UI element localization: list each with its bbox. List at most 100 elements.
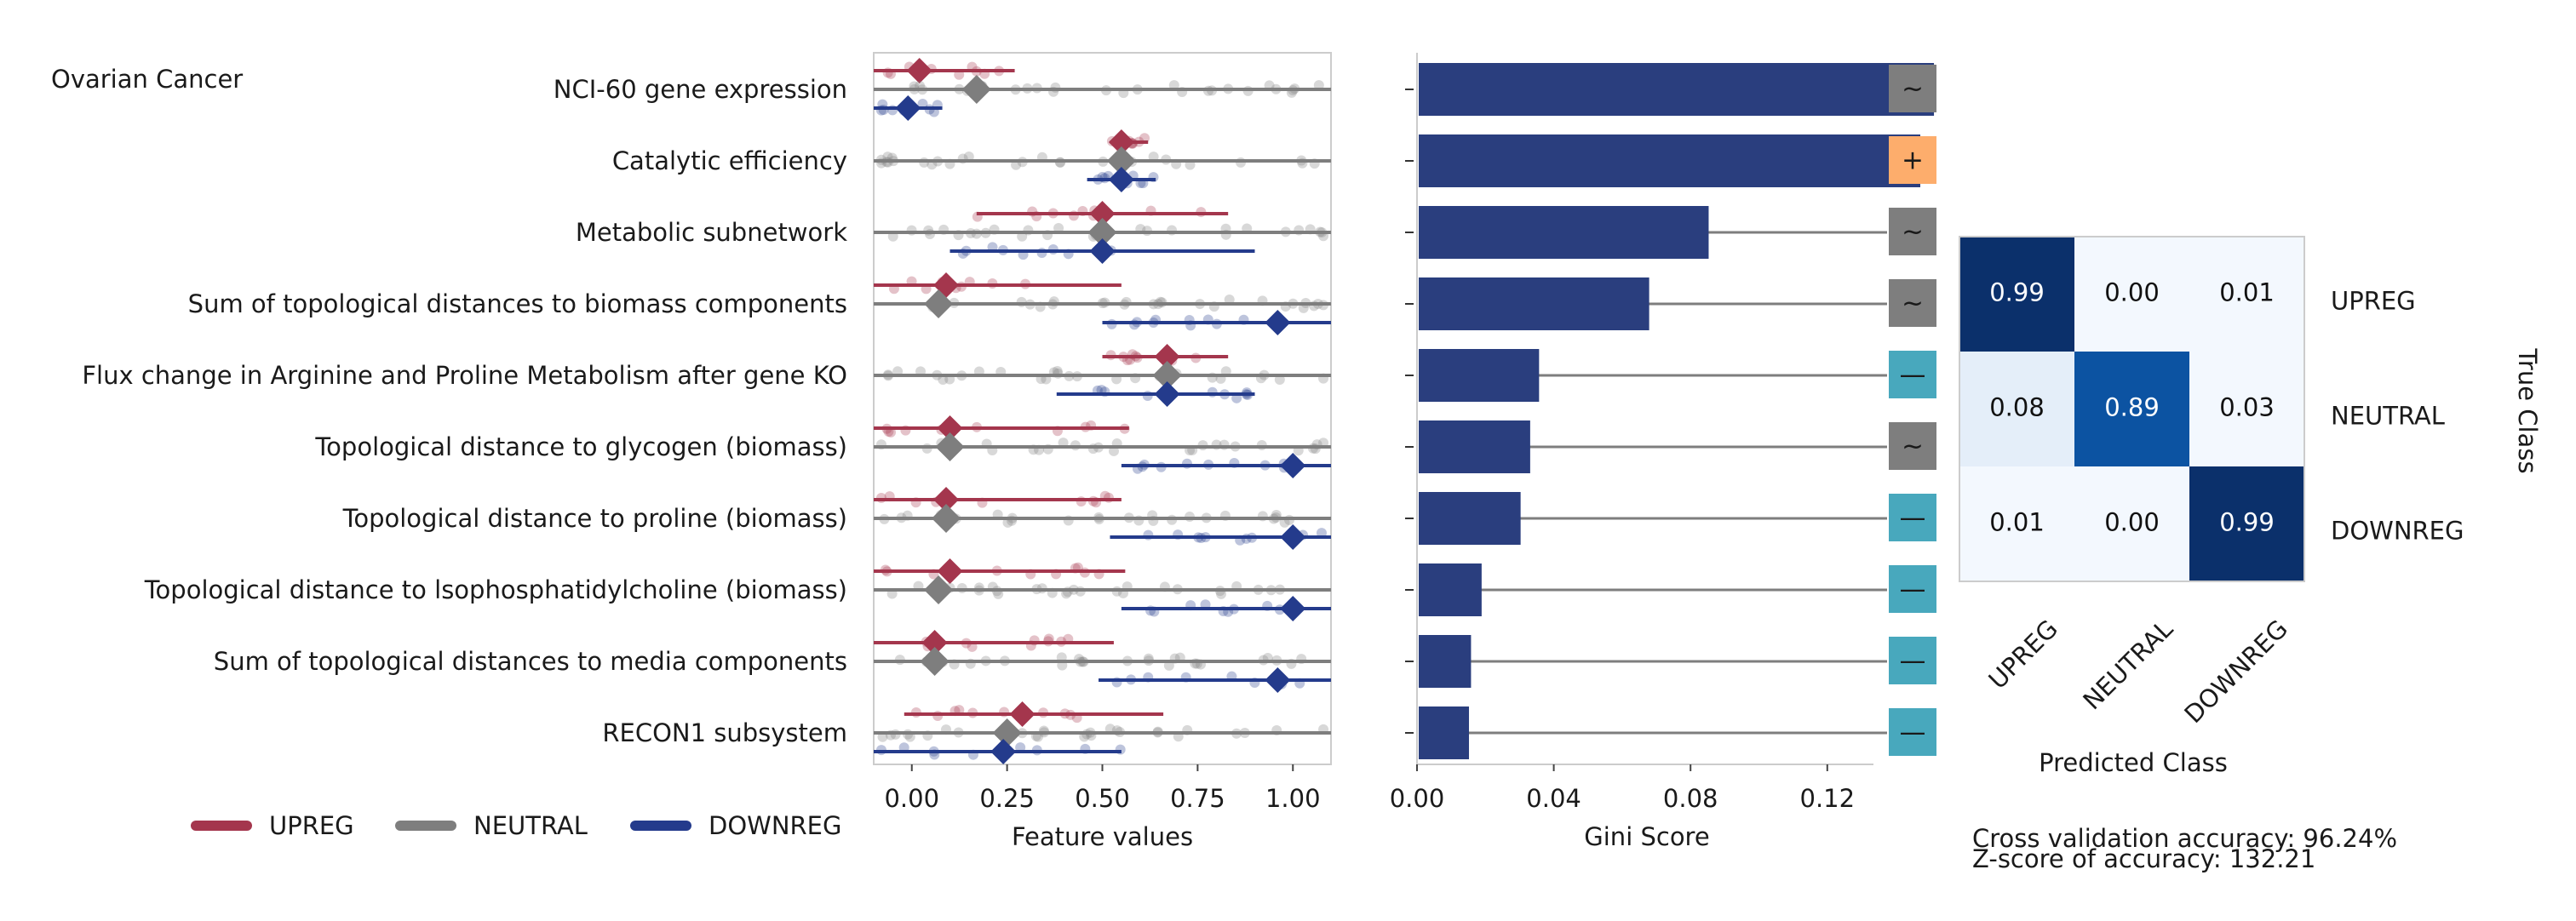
mean-marker-neutral xyxy=(961,75,991,104)
x-tick-label-feature: 0.00 xyxy=(884,784,939,813)
sign-badge xyxy=(1889,494,1936,541)
cm-cell xyxy=(2189,352,2304,466)
gini-bar xyxy=(1419,706,1470,759)
feature-label: Flux change in Arginine and Proline Meta… xyxy=(82,361,847,390)
mean-marker-downreg xyxy=(1108,167,1134,192)
gini-bar xyxy=(1419,206,1709,259)
sign-badge-label: — xyxy=(1900,503,1926,534)
cm-cell-value: 0.08 xyxy=(1989,393,2045,422)
mean-marker-neutral xyxy=(1152,361,1182,390)
panel-title: Ovarian Cancer xyxy=(51,65,244,94)
x-tick-label-gini: 0.12 xyxy=(1800,784,1856,813)
mean-marker-upreg xyxy=(1154,344,1180,369)
cm-cell-value: 0.99 xyxy=(1989,278,2045,307)
cm-row-label: DOWNREG xyxy=(2331,517,2464,546)
mean-marker-downreg xyxy=(1089,238,1116,264)
feature-label: Metabolic subnetwork xyxy=(575,218,847,247)
cm-x-axis-title: Predicted Class xyxy=(2039,748,2228,777)
legend-label-upreg: UPREG xyxy=(269,811,354,840)
legend-swatch-downreg xyxy=(630,821,691,831)
cm-cell xyxy=(2074,237,2189,352)
cm-cell-value: 0.99 xyxy=(2219,508,2275,537)
sign-badge-label: ~ xyxy=(1902,289,1924,319)
feature-label: Topological distance to glycogen (biomas… xyxy=(315,432,847,461)
feature-label: Topological distance to proline (biomass… xyxy=(342,504,847,533)
x-axis-title-feature: Feature values xyxy=(1012,822,1193,851)
sign-badge-label: — xyxy=(1900,718,1926,748)
cm-cell-value: 0.00 xyxy=(2104,278,2160,307)
gini-bar xyxy=(1419,277,1649,330)
feature-label: Catalytic efficiency xyxy=(611,146,847,175)
sign-badge-label: — xyxy=(1900,360,1926,391)
legend-label-neutral: NEUTRAL xyxy=(473,811,588,840)
sign-badge-label: — xyxy=(1900,646,1926,677)
data-point-neutral xyxy=(956,582,967,593)
feature-label: Sum of topological distances to biomass … xyxy=(187,289,847,318)
sign-badge xyxy=(1889,351,1936,398)
data-point-upreg xyxy=(1076,496,1087,507)
cm-cell-value: 0.01 xyxy=(1989,508,2045,537)
gini-bar xyxy=(1419,63,1935,116)
x-tick-label-gini: 0.00 xyxy=(1390,784,1445,813)
sign-badge xyxy=(1889,637,1936,684)
data-point-neutral xyxy=(1050,82,1061,93)
sign-badge xyxy=(1889,208,1936,255)
x-tick-label-gini: 0.08 xyxy=(1663,784,1718,813)
legend-item-upreg: UPREG xyxy=(191,811,354,840)
cm-y-axis-title: True Class xyxy=(2513,347,2542,473)
mean-marker-neutral xyxy=(1106,146,1136,175)
data-point-upreg xyxy=(987,277,998,289)
sign-badge xyxy=(1889,65,1936,112)
data-point-downreg xyxy=(1047,243,1059,255)
legend-item-downreg: DOWNREG xyxy=(630,811,842,840)
cm-cell xyxy=(2189,237,2304,352)
mean-marker-upreg xyxy=(1089,201,1116,226)
mean-marker-downreg xyxy=(1280,596,1306,621)
legend-label-downreg: DOWNREG xyxy=(709,811,842,840)
gini-bar xyxy=(1419,349,1540,402)
feature-label: Sum of topological distances to media co… xyxy=(213,647,847,676)
gini-bar xyxy=(1419,492,1521,545)
mean-marker-upreg xyxy=(937,415,963,441)
x-tick-label-feature: 0.75 xyxy=(1170,784,1225,813)
mean-marker-neutral xyxy=(992,718,1022,747)
sign-badge xyxy=(1889,136,1936,184)
gini-bar xyxy=(1419,635,1472,688)
mean-marker-upreg xyxy=(1009,701,1036,727)
cm-frame xyxy=(1959,236,2305,582)
data-point-upreg xyxy=(910,706,921,718)
cm-row-label: NEUTRAL xyxy=(2331,402,2445,431)
cm-cell xyxy=(1959,466,2074,581)
legend-swatch-neutral xyxy=(395,821,456,831)
mean-marker-neutral xyxy=(932,504,961,533)
cm-cell xyxy=(1959,237,2074,352)
data-point-neutral xyxy=(1053,368,1064,379)
mean-marker-downreg xyxy=(1280,453,1306,478)
mean-marker-downreg xyxy=(1280,524,1306,550)
cm-cell-value: 0.00 xyxy=(2104,508,2160,537)
legend-swatch-upreg xyxy=(191,821,252,831)
feature-label: Topological distance to lsophosphatidylc… xyxy=(144,575,847,604)
cm-cell xyxy=(2074,466,2189,581)
cv-accuracy-text: Cross validation accuracy: 96.24% xyxy=(1972,824,2398,853)
cm-cell-value: 0.01 xyxy=(2219,278,2275,307)
sign-badge-label: ~ xyxy=(1902,217,1924,248)
gini-bar xyxy=(1419,420,1530,473)
x-tick-label-feature: 1.00 xyxy=(1265,784,1321,813)
gini-bar xyxy=(1419,134,1920,187)
cm-col-label: NEUTRAL xyxy=(2077,615,2178,716)
data-point-upreg xyxy=(875,492,886,503)
mean-marker-neutral xyxy=(1087,218,1117,247)
mean-marker-neutral xyxy=(920,647,950,676)
data-point-upreg xyxy=(932,711,944,722)
cm-cell xyxy=(1959,352,2074,466)
x-tick-label-gini: 0.04 xyxy=(1526,784,1581,813)
mean-marker-downreg xyxy=(1154,381,1180,407)
gini-bar xyxy=(1419,563,1482,616)
cm-col-label: DOWNREG xyxy=(2178,615,2293,729)
x-tick-label-feature: 0.25 xyxy=(979,784,1035,813)
feature-label: RECON1 subsystem xyxy=(602,718,847,747)
mean-marker-upreg xyxy=(906,58,932,83)
mean-marker-upreg xyxy=(921,630,948,655)
